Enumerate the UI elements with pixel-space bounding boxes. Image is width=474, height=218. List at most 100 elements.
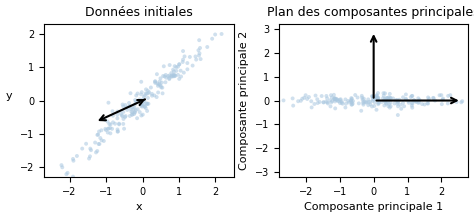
Point xyxy=(186,55,194,59)
Point xyxy=(119,105,127,108)
Point xyxy=(121,103,129,107)
Point xyxy=(170,73,177,77)
Title: Données initiales: Données initiales xyxy=(85,5,193,19)
Point xyxy=(117,112,125,115)
Point xyxy=(429,96,437,100)
Point xyxy=(334,98,341,101)
Point xyxy=(381,99,388,102)
Point xyxy=(155,83,163,86)
Point xyxy=(323,97,331,100)
Point xyxy=(385,97,392,101)
Point xyxy=(411,99,419,103)
Point xyxy=(94,133,102,136)
Point xyxy=(381,104,388,107)
Point xyxy=(348,97,356,100)
Point xyxy=(166,63,173,67)
Point xyxy=(159,92,166,95)
Point xyxy=(361,100,368,103)
Point xyxy=(372,96,380,100)
Point xyxy=(247,102,255,105)
Point xyxy=(167,71,175,75)
Point xyxy=(387,101,394,104)
Point xyxy=(179,49,187,53)
Point xyxy=(345,101,353,104)
Point xyxy=(114,130,122,133)
Point xyxy=(131,111,138,114)
Point xyxy=(128,106,136,109)
Point xyxy=(430,97,438,100)
Point xyxy=(114,130,121,133)
Point xyxy=(416,98,423,102)
Point xyxy=(165,77,173,81)
Point xyxy=(473,96,474,99)
Point xyxy=(148,92,156,96)
Point xyxy=(160,65,168,68)
Point xyxy=(347,99,355,103)
Point xyxy=(58,166,66,169)
Point xyxy=(168,75,176,78)
Point xyxy=(125,101,133,105)
Point xyxy=(145,91,152,95)
Point xyxy=(92,151,100,154)
Point xyxy=(203,45,211,49)
Point xyxy=(106,126,114,130)
Point xyxy=(385,98,392,102)
Point xyxy=(128,110,135,113)
Point xyxy=(111,122,119,125)
Point xyxy=(402,93,410,96)
Point xyxy=(128,113,136,116)
Point xyxy=(458,99,466,103)
Point xyxy=(124,108,131,112)
Y-axis label: Composante principale 2: Composante principale 2 xyxy=(239,31,249,170)
Point xyxy=(331,98,338,101)
Point xyxy=(392,99,400,102)
Point xyxy=(91,141,99,144)
Point xyxy=(158,86,166,89)
Point xyxy=(134,92,141,95)
Point xyxy=(470,91,474,95)
Point xyxy=(171,74,179,78)
Point xyxy=(447,93,454,97)
Point xyxy=(63,172,70,176)
Point xyxy=(366,102,374,106)
Point xyxy=(438,102,446,106)
Point xyxy=(354,96,361,99)
Point xyxy=(152,81,159,85)
Point xyxy=(180,71,188,74)
Point xyxy=(172,74,179,77)
Point xyxy=(104,120,111,123)
Point xyxy=(108,127,116,131)
Point xyxy=(349,99,357,103)
Point xyxy=(156,80,164,83)
Point xyxy=(120,127,128,130)
Point xyxy=(144,89,152,92)
Point xyxy=(183,68,191,71)
Point xyxy=(318,94,326,98)
Point xyxy=(407,95,415,99)
Point xyxy=(312,94,319,97)
Point xyxy=(373,95,381,98)
Point xyxy=(114,110,121,113)
Point xyxy=(319,100,327,104)
Point xyxy=(382,99,390,102)
Point xyxy=(161,75,168,78)
Point xyxy=(157,86,165,89)
Point xyxy=(126,114,134,118)
Point xyxy=(444,102,452,105)
Point xyxy=(95,142,102,146)
Point xyxy=(336,100,343,103)
Point xyxy=(389,97,397,100)
Point xyxy=(338,101,346,105)
Point xyxy=(154,84,162,88)
Point xyxy=(301,96,308,100)
Point xyxy=(415,101,422,105)
Point xyxy=(410,98,418,102)
Point xyxy=(381,92,389,95)
Point xyxy=(405,101,412,105)
Title: Plan des composantes principales: Plan des composantes principales xyxy=(267,5,474,19)
Point xyxy=(174,65,182,68)
Point xyxy=(365,103,372,107)
Point xyxy=(336,101,344,105)
Point xyxy=(365,98,372,101)
Point xyxy=(396,98,403,102)
